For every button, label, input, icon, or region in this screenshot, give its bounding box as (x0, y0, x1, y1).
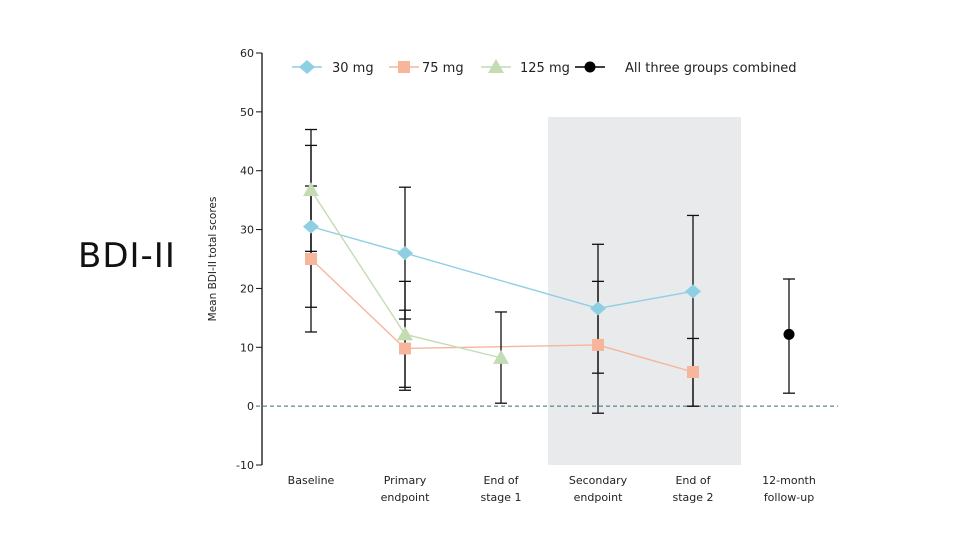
legend-marker-125-mg (488, 59, 504, 73)
y-tick-label: 20 (240, 282, 254, 295)
y-tick-label: 50 (240, 106, 254, 119)
legend-marker-30-mg (299, 60, 315, 74)
y-tick-label: 60 (240, 47, 254, 60)
data-point-all-three-groups-combined (783, 328, 795, 340)
y-tick-label: -10 (236, 459, 254, 472)
data-point-125-mg (397, 326, 413, 341)
legend-marker-all-three-groups-combined (584, 61, 596, 73)
x-category-label-line: End of (675, 474, 711, 487)
data-point-75-mg (687, 366, 699, 379)
legend-label-125-mg: 125 mg (520, 61, 570, 76)
data-point-125-mg (303, 182, 319, 197)
y-tick-label: 30 (240, 224, 254, 237)
y-tick-label: 0 (247, 400, 254, 413)
data-point-125-mg (493, 349, 509, 364)
data-point-30-mg (590, 301, 606, 316)
x-category-label-line: stage 2 (672, 491, 713, 504)
x-category-label-line: End of (483, 474, 519, 487)
legend-label-30-mg: 30 mg (332, 61, 374, 76)
legend-marker-75-mg (398, 61, 410, 73)
legend-label-all-three-groups-combined: All three groups combined (625, 61, 797, 76)
x-category-label-line: Primary (384, 474, 427, 487)
y-tick-label: 40 (240, 165, 254, 178)
legend-label-75-mg: 75 mg (422, 61, 464, 76)
x-category-label-line: 12-month (762, 474, 816, 487)
x-category-label: Secondary endpoint (569, 474, 628, 504)
y-axis-label: Mean BDI-II total scores (207, 197, 219, 322)
data-point-75-mg (399, 342, 411, 355)
x-category-label: Baseline (288, 474, 335, 487)
x-category-label-line: endpoint (381, 491, 430, 504)
data-point-30-mg (685, 284, 701, 299)
x-category-label-line: Secondary (569, 474, 628, 487)
x-category-label-line: stage 1 (480, 491, 521, 504)
data-point-75-mg (305, 253, 317, 265)
x-category-label: End of stage 2 (672, 474, 713, 504)
x-category-label-line: endpoint (574, 491, 623, 504)
x-category-label-line: Baseline (288, 474, 335, 487)
shaded-region (548, 117, 741, 465)
data-point-30-mg (397, 246, 413, 261)
x-category-label: Primary endpoint (381, 474, 430, 504)
x-category-label: 12-month follow-up (762, 474, 816, 504)
x-category-label-line: follow-up (764, 491, 814, 504)
data-point-75-mg (592, 338, 604, 351)
series-line-30-mg (310, 225, 694, 310)
x-category-label: End of stage 1 (480, 474, 521, 504)
y-tick-label: 10 (240, 341, 254, 354)
data-point-30-mg (303, 219, 319, 234)
slide-title: BDI-II (78, 236, 176, 276)
